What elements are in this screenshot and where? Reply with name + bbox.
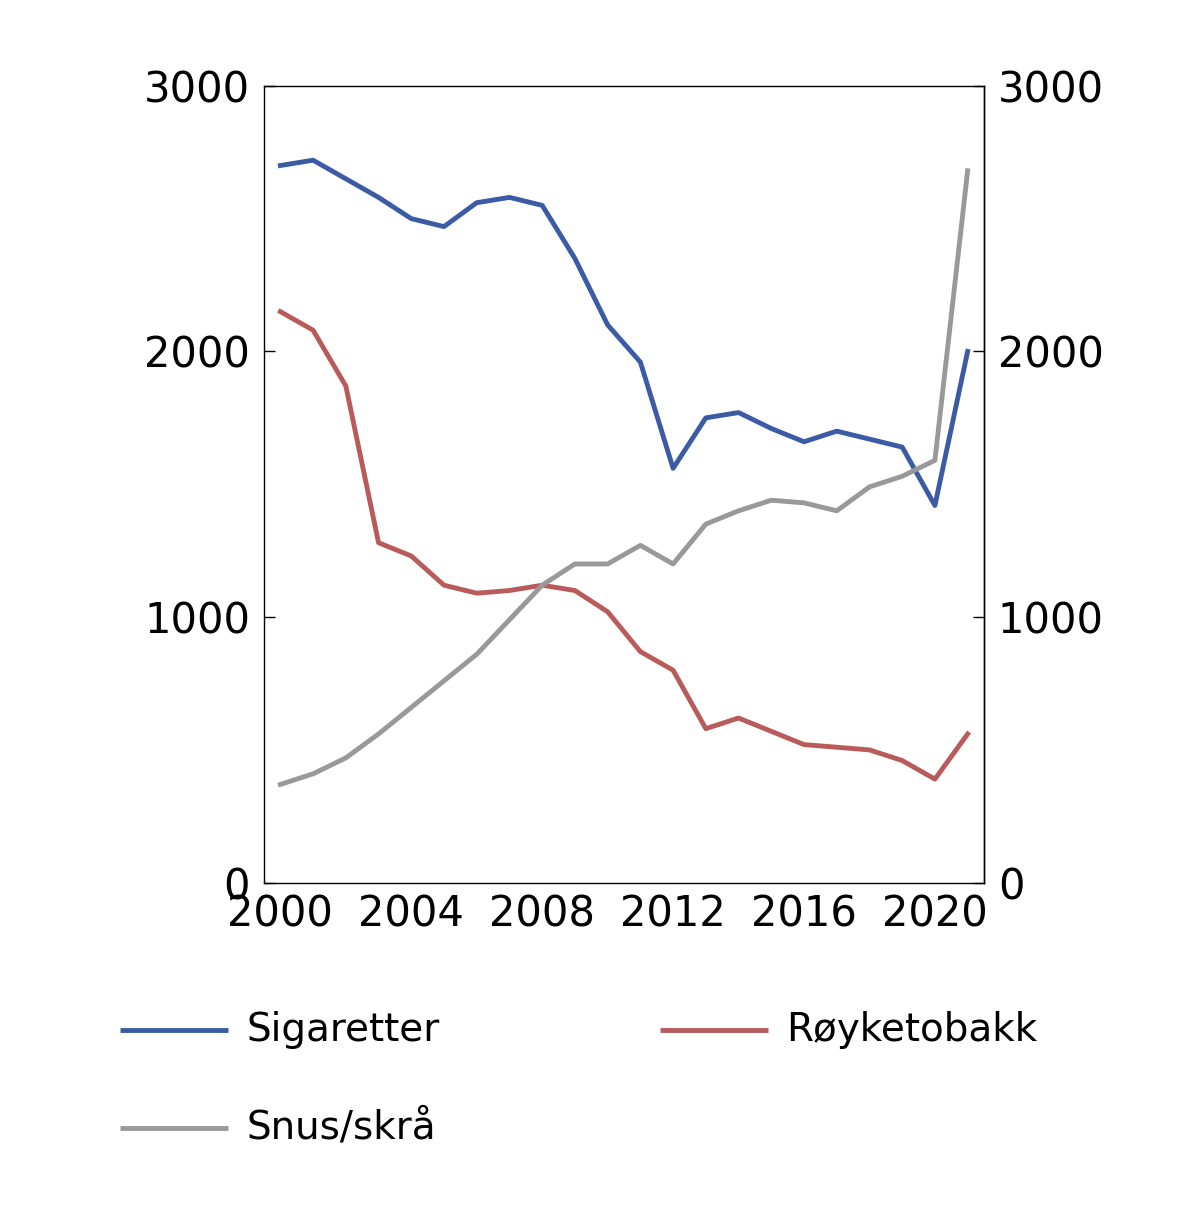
Text: Røyketobakk: Røyketobakk	[786, 1011, 1037, 1048]
Text: Sigaretter: Sigaretter	[246, 1011, 439, 1048]
Text: Snus/skrå: Snus/skrå	[246, 1110, 436, 1146]
